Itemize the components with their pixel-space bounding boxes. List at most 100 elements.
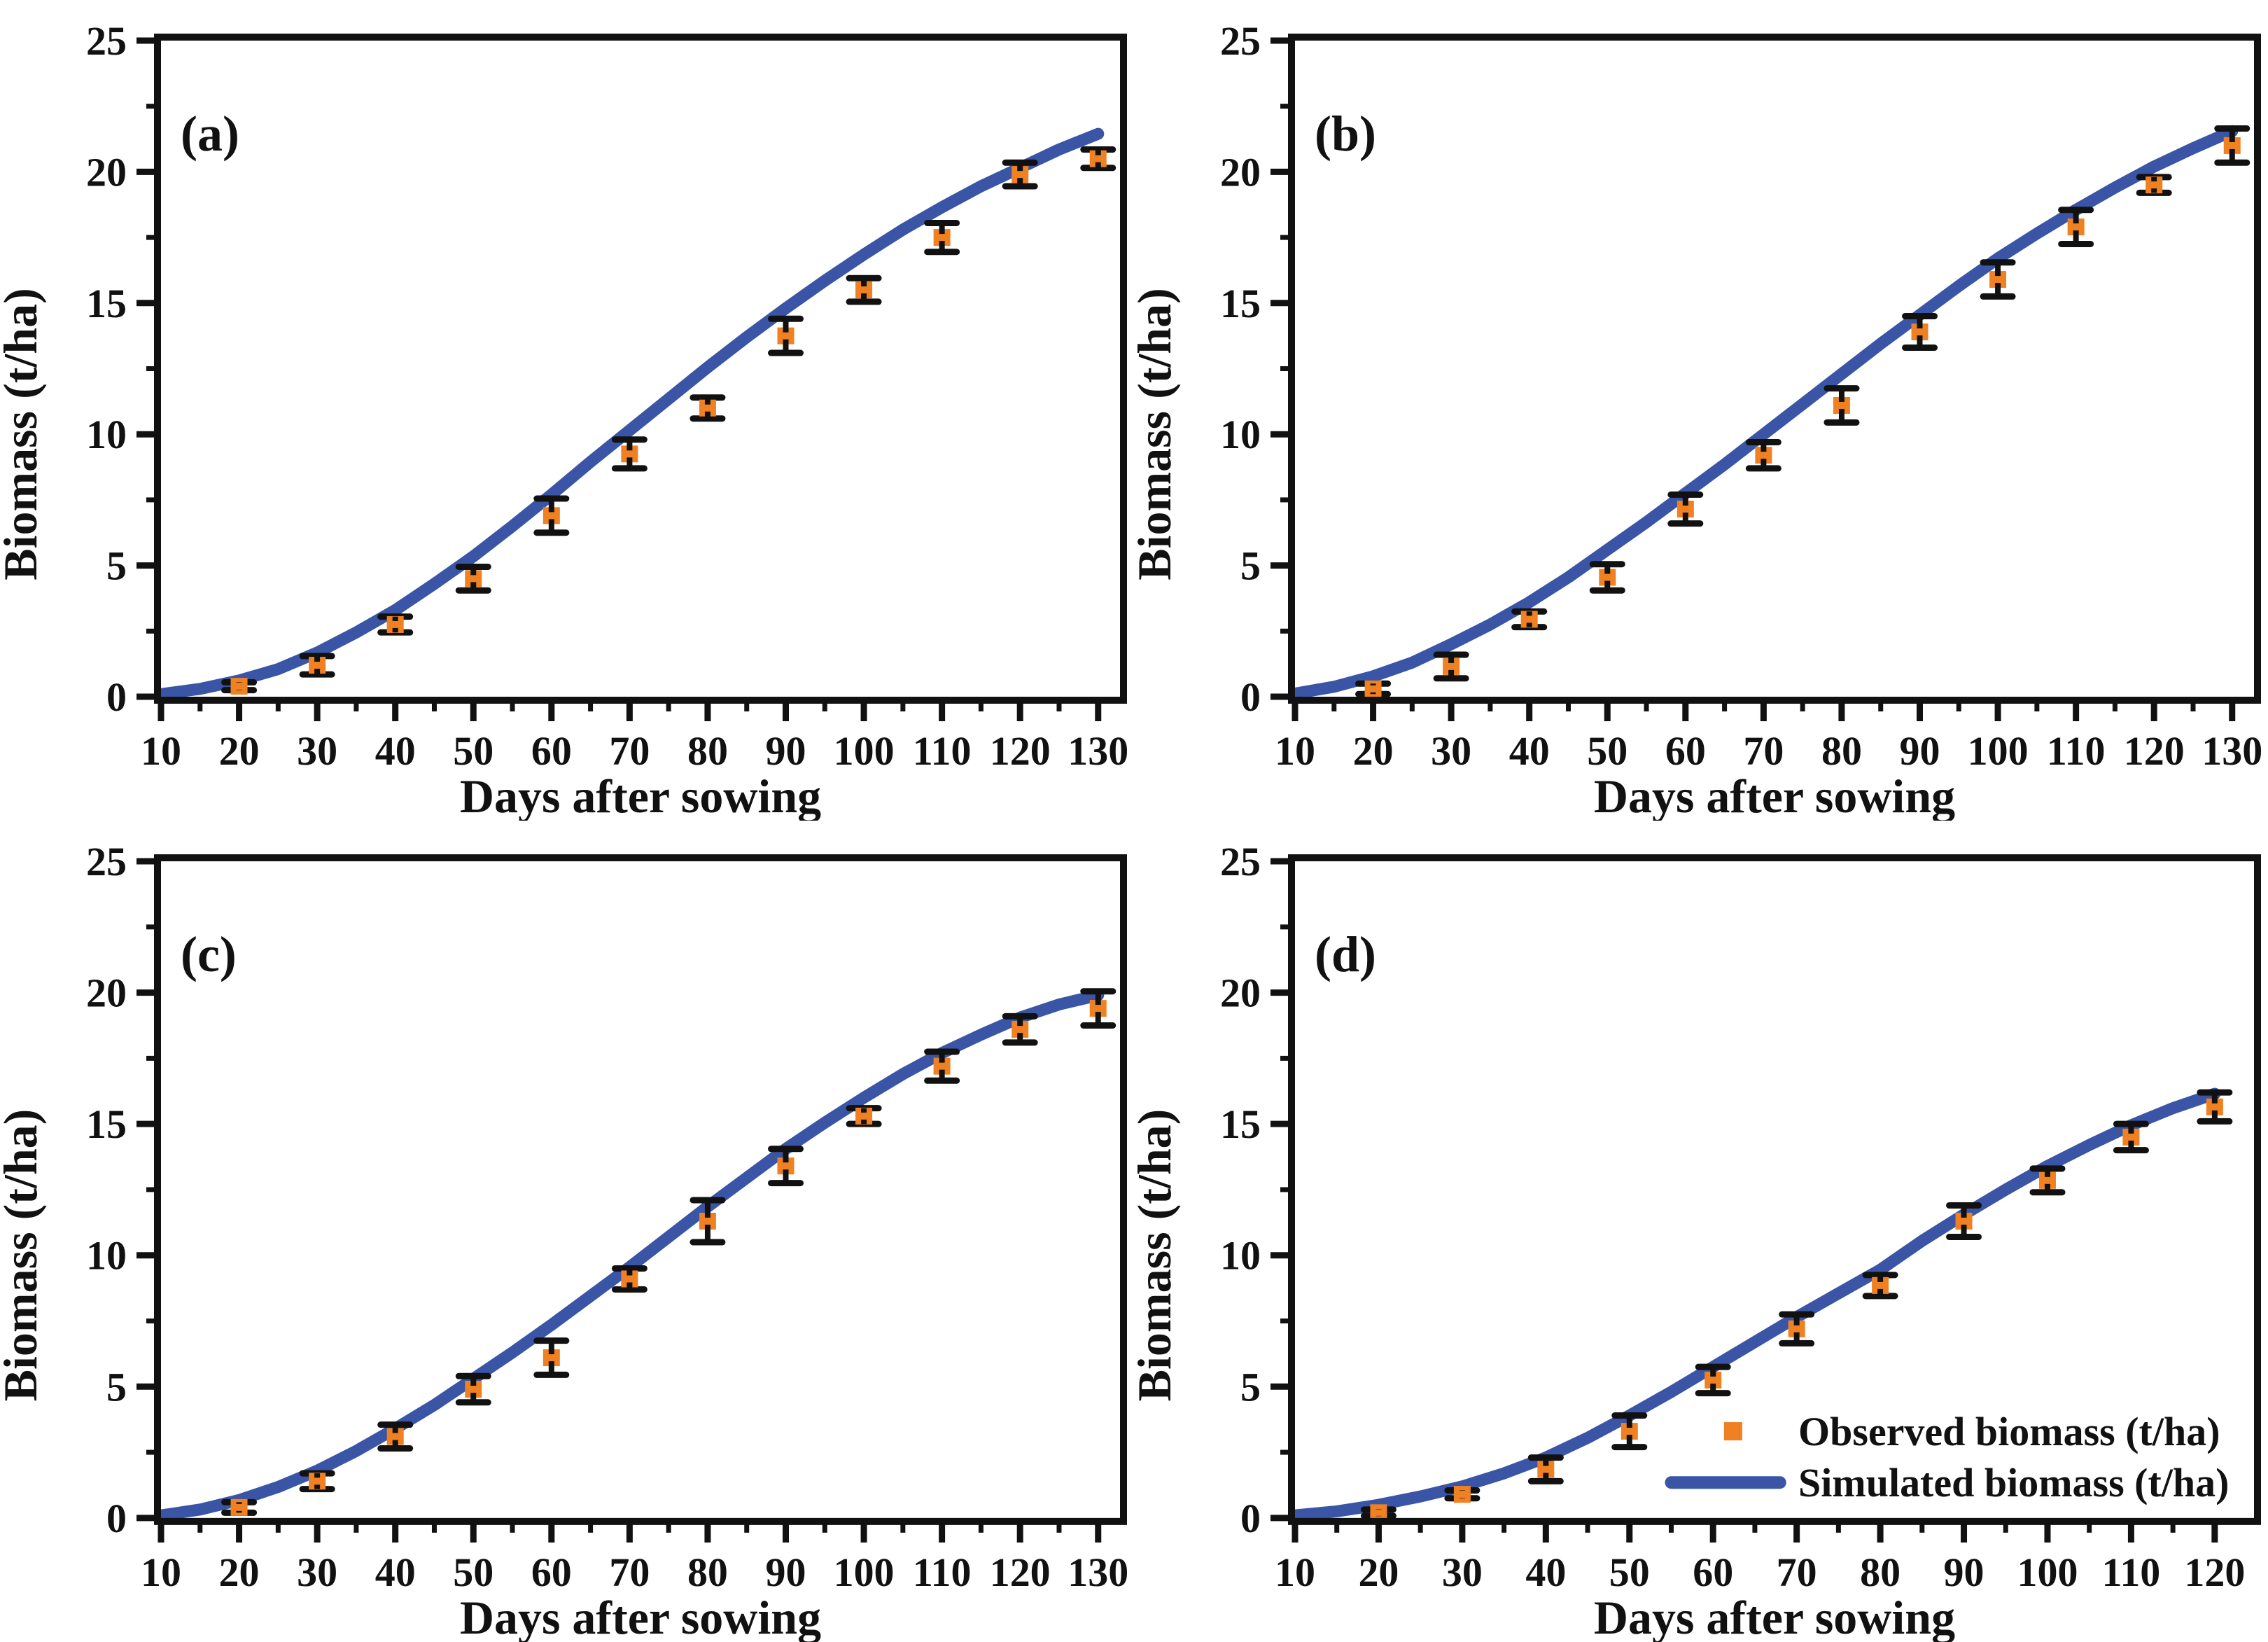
x-tick-label: 40 [375,728,416,774]
data-point [1080,146,1116,172]
x-tick-label: 80 [1860,1550,1900,1595]
data-point [1002,159,1038,190]
y-axis-ticks: 0 5 10 15 20 25 [1220,839,1292,1541]
y-tick-label: 10 [86,412,127,457]
x-tick-label: 80 [1821,728,1862,774]
x-tick-label: 30 [1431,728,1471,774]
data-point [2058,207,2094,247]
y-tick-label: 15 [86,281,127,326]
x-tick-label: 70 [609,1550,650,1595]
data-point [377,1421,414,1452]
data-point [768,1146,804,1187]
data-point [455,1372,491,1406]
data-point [2214,125,2250,166]
data-point [2113,1120,2149,1154]
y-axis-ticks: 0 5 10 15 20 25 [86,839,158,1541]
data-point [1695,1363,1731,1397]
x-tick-label: 30 [297,1550,337,1595]
y-axis-title: Biomass (t/ha) [0,1109,47,1402]
x-tick-label: 50 [1609,1550,1650,1595]
x-tick-label: 20 [1358,1550,1399,1595]
x-tick-label: 130 [1068,1550,1128,1595]
y-axis-title: Biomass (t/ha) [0,288,47,580]
observed-marker [230,1498,248,1516]
x-axis-ticks: 10 20 30 40 50 60 70 80 90 100 110 120 [1275,1521,2245,1595]
legend-observed-marker [1723,1422,1742,1441]
data-point [2197,1089,2233,1125]
panel-letter: (a) [181,106,239,162]
x-tick-label: 110 [913,1550,972,1595]
panel-c: 10 20 30 40 50 60 70 80 90 100 110 120 130 0 5 10 15 20 25… [0,821,1134,1642]
simulated-biomass-line [155,989,1105,1522]
x-tick-label: 100 [2017,1550,2078,1595]
x-tick-label: 20 [219,1550,260,1595]
data-point [1360,1504,1396,1522]
x-tick-label: 70 [609,728,650,774]
x-tick-label: 60 [1665,728,1706,774]
y-tick-label: 20 [1220,970,1261,1016]
data-point [221,1498,258,1516]
y-axis-ticks: 0 5 10 15 20 25 [1220,18,1292,720]
data-point [1980,259,2016,300]
panel-letter: (b) [1315,106,1376,162]
panel-a-chart: 10 20 30 40 50 60 70 80 90 100 110 120 130 0 5 10 15 20 25… [0,18,1128,821]
panel-letter: (c) [181,926,237,982]
observed-marker [1453,1486,1471,1503]
data-point [1433,651,1469,682]
x-axis-ticks: 10 20 30 40 50 60 70 80 90 100 110 120 130 [1275,700,2262,774]
data-point [455,563,491,594]
data-point [924,219,960,256]
data-point [1611,1412,1648,1451]
x-axis-title: Days after sowing [1594,1591,1955,1642]
panel-b: 10 20 30 40 50 60 70 80 90 100 110 120 130 0 5 10 15 20 25… [1134,0,2268,821]
x-tick-label: 130 [2202,728,2262,774]
y-tick-label: 0 [106,674,127,720]
x-tick-label: 70 [1777,1550,1817,1595]
x-tick-label: 110 [2102,1550,2161,1595]
data-point [846,1105,882,1127]
x-tick-label: 40 [1509,728,1550,774]
data-point [768,315,804,356]
x-tick-label: 30 [297,728,337,774]
data-point [1355,680,1392,697]
data-point [2136,174,2172,196]
x-tick-label: 120 [2184,1550,2245,1595]
x-tick-label: 100 [834,1550,895,1595]
y-tick-label: 0 [106,1496,127,1541]
x-tick-label: 50 [1587,728,1628,774]
x-tick-label: 20 [219,728,260,774]
panel-letter: (d) [1315,926,1376,982]
simulated-biomass-line [1289,125,2239,700]
data-point [846,274,882,305]
y-tick-label: 10 [1220,412,1261,457]
data-point [221,678,258,695]
y-tick-label: 5 [1240,1364,1261,1410]
data-point [1444,1486,1480,1503]
x-tick-label: 20 [1353,728,1394,774]
observed-marker [1364,680,1382,697]
x-tick-label: 10 [1275,728,1315,774]
x-tick-label: 60 [1693,1550,1733,1595]
x-tick-label: 90 [766,1550,806,1595]
data-point [924,1048,960,1084]
x-tick-label: 100 [1968,728,2029,774]
legend: Observed biomass (t/ha) Simulated biomass… [1665,1409,2229,1505]
x-tick-label: 50 [453,1550,493,1595]
data-point [2029,1165,2066,1196]
y-tick-label: 20 [1220,149,1261,195]
x-tick-label: 10 [141,1550,181,1595]
data-point [1511,608,1548,631]
x-tick-label: 60 [531,1550,572,1595]
x-tick-label: 40 [1525,1550,1566,1595]
x-tick-label: 120 [990,728,1051,774]
observed-biomass-points [1355,125,2250,697]
y-tick-label: 20 [86,149,127,195]
y-tick-label: 20 [86,970,127,1016]
panel-c-chart: 10 20 30 40 50 60 70 80 90 100 110 120 130 0 5 10 15 20 25… [0,839,1128,1642]
y-tick-label: 10 [86,1233,127,1279]
simulated-biomass-line [155,127,1105,700]
x-tick-label: 10 [1275,1550,1315,1595]
x-tick-label: 80 [687,728,728,774]
y-axis-title: Biomass (t/ha) [1134,288,1181,580]
